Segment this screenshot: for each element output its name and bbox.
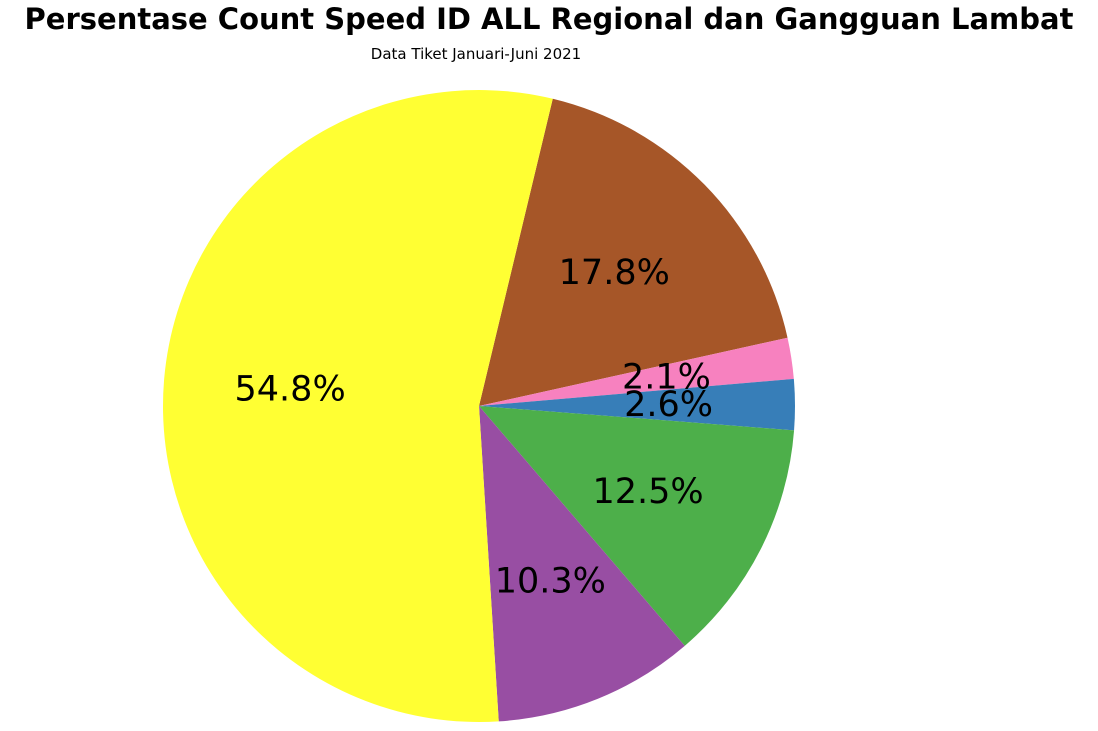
pie-slice-label-0: 17.8% [559, 253, 670, 293]
pie-slice-4 [479, 406, 685, 722]
pie-slice-label-1: 2.1% [622, 357, 711, 397]
pie-slice-1 [479, 337, 794, 406]
pie-slice-0 [479, 98, 788, 406]
pie-slice-2 [479, 378, 795, 431]
pie-slice-label-3: 12.5% [592, 472, 703, 512]
chart-title: Persentase Count Speed ID ALL Regional d… [24, 2, 1074, 36]
pie-slice-3 [479, 406, 795, 646]
pie-slice-label-5: 54.8% [235, 370, 346, 410]
pie-labels: 17.8% 2.1%2.6% 12.5% 10.3% 54.8% [235, 253, 714, 602]
pie-slice-label-2: 2.6% [624, 385, 713, 425]
pie-slice-label-4: 10.3% [495, 562, 606, 602]
chart-subtitle: Data Tiket Januari-Juni 2021 [370, 45, 582, 63]
pie-slices [162, 89, 795, 722]
pie-slice-5 [162, 89, 553, 722]
